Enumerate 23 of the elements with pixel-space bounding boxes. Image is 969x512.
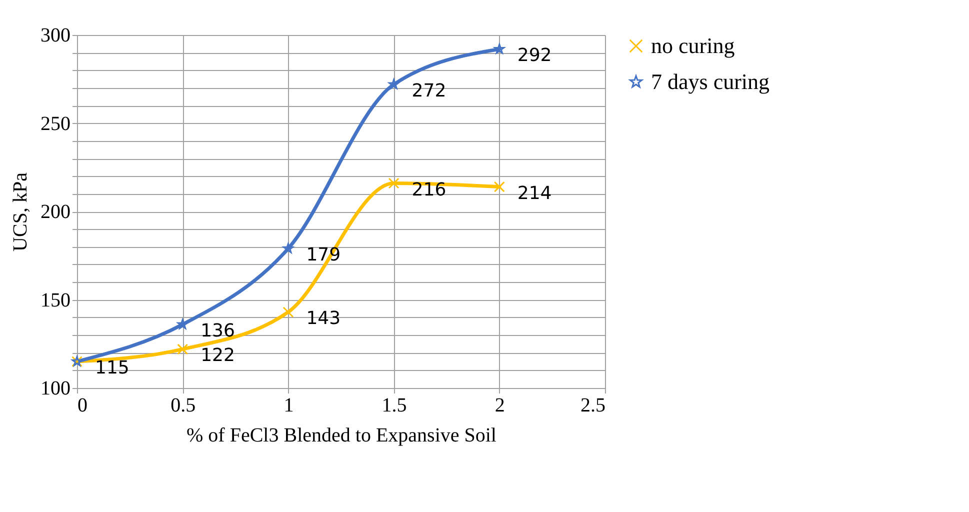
x-tick-label: 1 xyxy=(284,394,294,416)
x-tick-label: 0 xyxy=(78,394,88,416)
y-tick-label: 250 xyxy=(40,112,70,135)
x-axis-title: % of FeCl3 Blended to Expansive Soil xyxy=(186,424,497,446)
x-tick-label: 1.5 xyxy=(382,394,407,416)
y-tick-label: 300 xyxy=(40,24,70,46)
y-tick-label: 150 xyxy=(40,289,70,312)
y-axis-title: UCS, kPa xyxy=(10,172,32,252)
data-label: 136 xyxy=(200,320,235,342)
data-label: 115 xyxy=(95,358,130,379)
data-label: 214 xyxy=(517,182,552,204)
data-label: 216 xyxy=(412,179,446,200)
data-label: 122 xyxy=(200,345,235,366)
data-label: 143 xyxy=(306,308,341,330)
data-label: 292 xyxy=(517,45,552,66)
y-tick-label: 200 xyxy=(40,201,70,223)
x-tick-label: 2 xyxy=(494,394,505,416)
data-label: 272 xyxy=(412,80,446,102)
x-tick-label: 0.5 xyxy=(170,394,196,416)
x-tick-label: 2.5 xyxy=(580,394,606,416)
legend-label: no curing xyxy=(651,33,735,58)
y-tick-label: 100 xyxy=(40,378,70,400)
legend-label: 7 days curing xyxy=(651,69,770,94)
